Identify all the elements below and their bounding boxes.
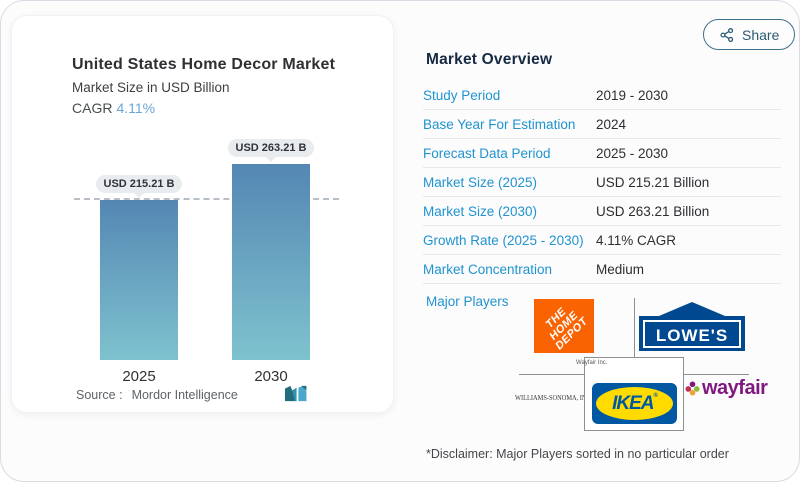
row-label: Market Size (2030): [423, 203, 538, 219]
table-row: Market Size (2030) USD 263.21 Billion: [423, 197, 781, 226]
home-depot-logo-text: THE HOME DEPOT: [543, 305, 590, 352]
ikea-overlay-card: IKEA®: [584, 357, 684, 431]
chart-cagr-line: CAGR 4.11%: [72, 100, 155, 116]
row-label: Market Concentration: [423, 261, 553, 277]
row-label: Study Period: [423, 87, 501, 103]
ikea-logo: IKEA®: [592, 383, 677, 424]
share-icon: [720, 27, 734, 42]
bar-column-2025: USD 215.21 B: [95, 175, 183, 360]
wayfair-logo: wayfair: [685, 377, 768, 400]
major-players-label: Major Players: [426, 294, 509, 309]
svg-text:LOWE'S: LOWE'S: [656, 326, 728, 345]
share-button-label: Share: [742, 26, 780, 43]
ikea-logo-oval: IKEA®: [596, 387, 673, 420]
bar-2025: [100, 200, 178, 360]
row-value: 2019 - 2030: [596, 87, 669, 103]
reference-line: [74, 198, 339, 200]
wayfair-pinwheel-icon: [685, 381, 700, 396]
wayfair-logo-text: wayfair: [702, 377, 768, 399]
mordor-intelligence-logo-icon: [284, 385, 307, 402]
chart-title: United States Home Decor Market: [72, 56, 336, 73]
row-value: Medium: [596, 261, 645, 277]
chart-card: United States Home Decor Market Market S…: [11, 15, 394, 413]
row-value: 4.11% CAGR: [596, 232, 677, 248]
table-row: Market Concentration Medium: [423, 255, 781, 284]
table-row: Market Size (2025) USD 215.21 Billion: [423, 168, 781, 197]
x-axis-label-2025: 2025: [122, 368, 156, 385]
table-row: Base Year For Estimation 2024: [423, 110, 781, 139]
cagr-label: CAGR: [72, 100, 113, 116]
source-label: Source :: [76, 388, 123, 402]
lowes-logo: LOWE'S: [639, 302, 745, 351]
chart-subtitle: Market Size in USD Billion: [72, 80, 230, 95]
overview-table: Study Period 2019 - 2030 Base Year For Es…: [423, 81, 781, 284]
row-value: USD 215.21 Billion: [596, 174, 710, 190]
source-name: Mordor Intelligence: [131, 388, 238, 402]
bar-column-2030: USD 263.21 B: [227, 139, 315, 360]
source-attribution: Source : Mordor Intelligence: [76, 388, 238, 402]
row-label: Market Size (2025): [423, 174, 538, 190]
overview-heading: Market Overview: [426, 51, 553, 68]
table-row: Growth Rate (2025 - 2030) 4.11% CAGR: [423, 226, 781, 255]
cagr-value: 4.11%: [116, 100, 156, 116]
bar-value-label-2030: USD 263.21 B: [227, 139, 315, 157]
row-label: Base Year For Estimation: [423, 116, 576, 132]
disclaimer-text: *Disclaimer: Major Players sorted in no …: [426, 447, 729, 461]
row-label: Growth Rate (2025 - 2030): [423, 232, 584, 248]
bar-2030: [232, 164, 310, 360]
table-row: Forecast Data Period 2025 - 2030: [423, 139, 781, 168]
share-button[interactable]: Share: [703, 19, 796, 50]
wayfair-inc-tiny-label: Wayfair Inc.: [576, 360, 608, 366]
x-axis-label-2030: 2030: [254, 368, 288, 385]
players-grid-divider-vertical: [634, 298, 635, 374]
williams-sonoma-logo: WILLIAMS-SONOMA, INC.: [515, 393, 593, 402]
bar-label-pointer: [134, 193, 144, 198]
ikea-logo-text: IKEA®: [612, 392, 658, 414]
row-label: Forecast Data Period: [423, 145, 551, 161]
home-depot-logo: THE HOME DEPOT: [534, 299, 594, 353]
row-value: 2024: [596, 116, 627, 132]
bar-label-pointer: [266, 157, 276, 162]
row-value: USD 263.21 Billion: [596, 203, 710, 219]
row-value: 2025 - 2030: [596, 145, 669, 161]
table-row: Study Period 2019 - 2030: [423, 81, 781, 110]
bar-chart-plot: USD 215.21 B USD 263.21 B: [12, 136, 395, 360]
bar-value-label-2025: USD 215.21 B: [95, 175, 183, 193]
